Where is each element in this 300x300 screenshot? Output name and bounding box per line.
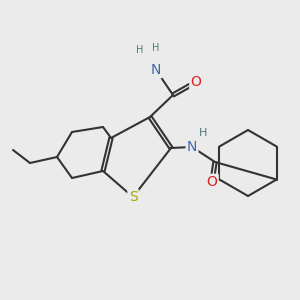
- Text: O: O: [207, 175, 218, 189]
- Text: H: H: [136, 45, 144, 55]
- Text: N: N: [151, 63, 161, 77]
- Text: H: H: [199, 128, 207, 138]
- Text: S: S: [129, 190, 137, 204]
- Text: N: N: [187, 140, 197, 154]
- Text: O: O: [190, 75, 201, 89]
- Text: H: H: [152, 43, 160, 53]
